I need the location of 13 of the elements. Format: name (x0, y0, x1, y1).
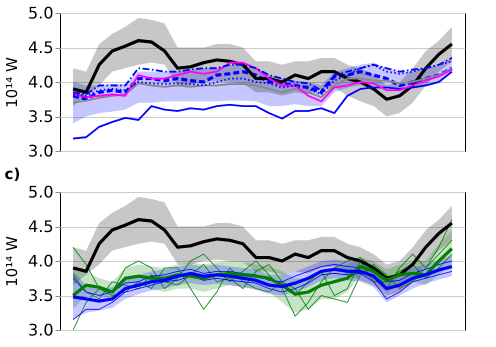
y-tick-label: 4.0 (28, 72, 54, 92)
y-axis-title: 10¹⁴ W (3, 56, 22, 108)
y-tick-label: 3.0 (28, 320, 54, 340)
y-tick-label: 3.0 (28, 142, 54, 160)
y-tick-label: 4.5 (28, 217, 54, 236)
y-tick-label: 4.0 (28, 252, 54, 270)
y-tick-label: 5.0 (28, 182, 54, 202)
y-tick-label: 5.0 (28, 4, 54, 22)
y-axis-title: 10¹⁴ W (3, 236, 22, 287)
y-tick-label: 3.5 (28, 286, 54, 305)
chart-title: c) (4, 165, 20, 183)
y-tick-label: 4.5 (28, 38, 54, 57)
y-tick-label: 3.5 (28, 107, 54, 126)
